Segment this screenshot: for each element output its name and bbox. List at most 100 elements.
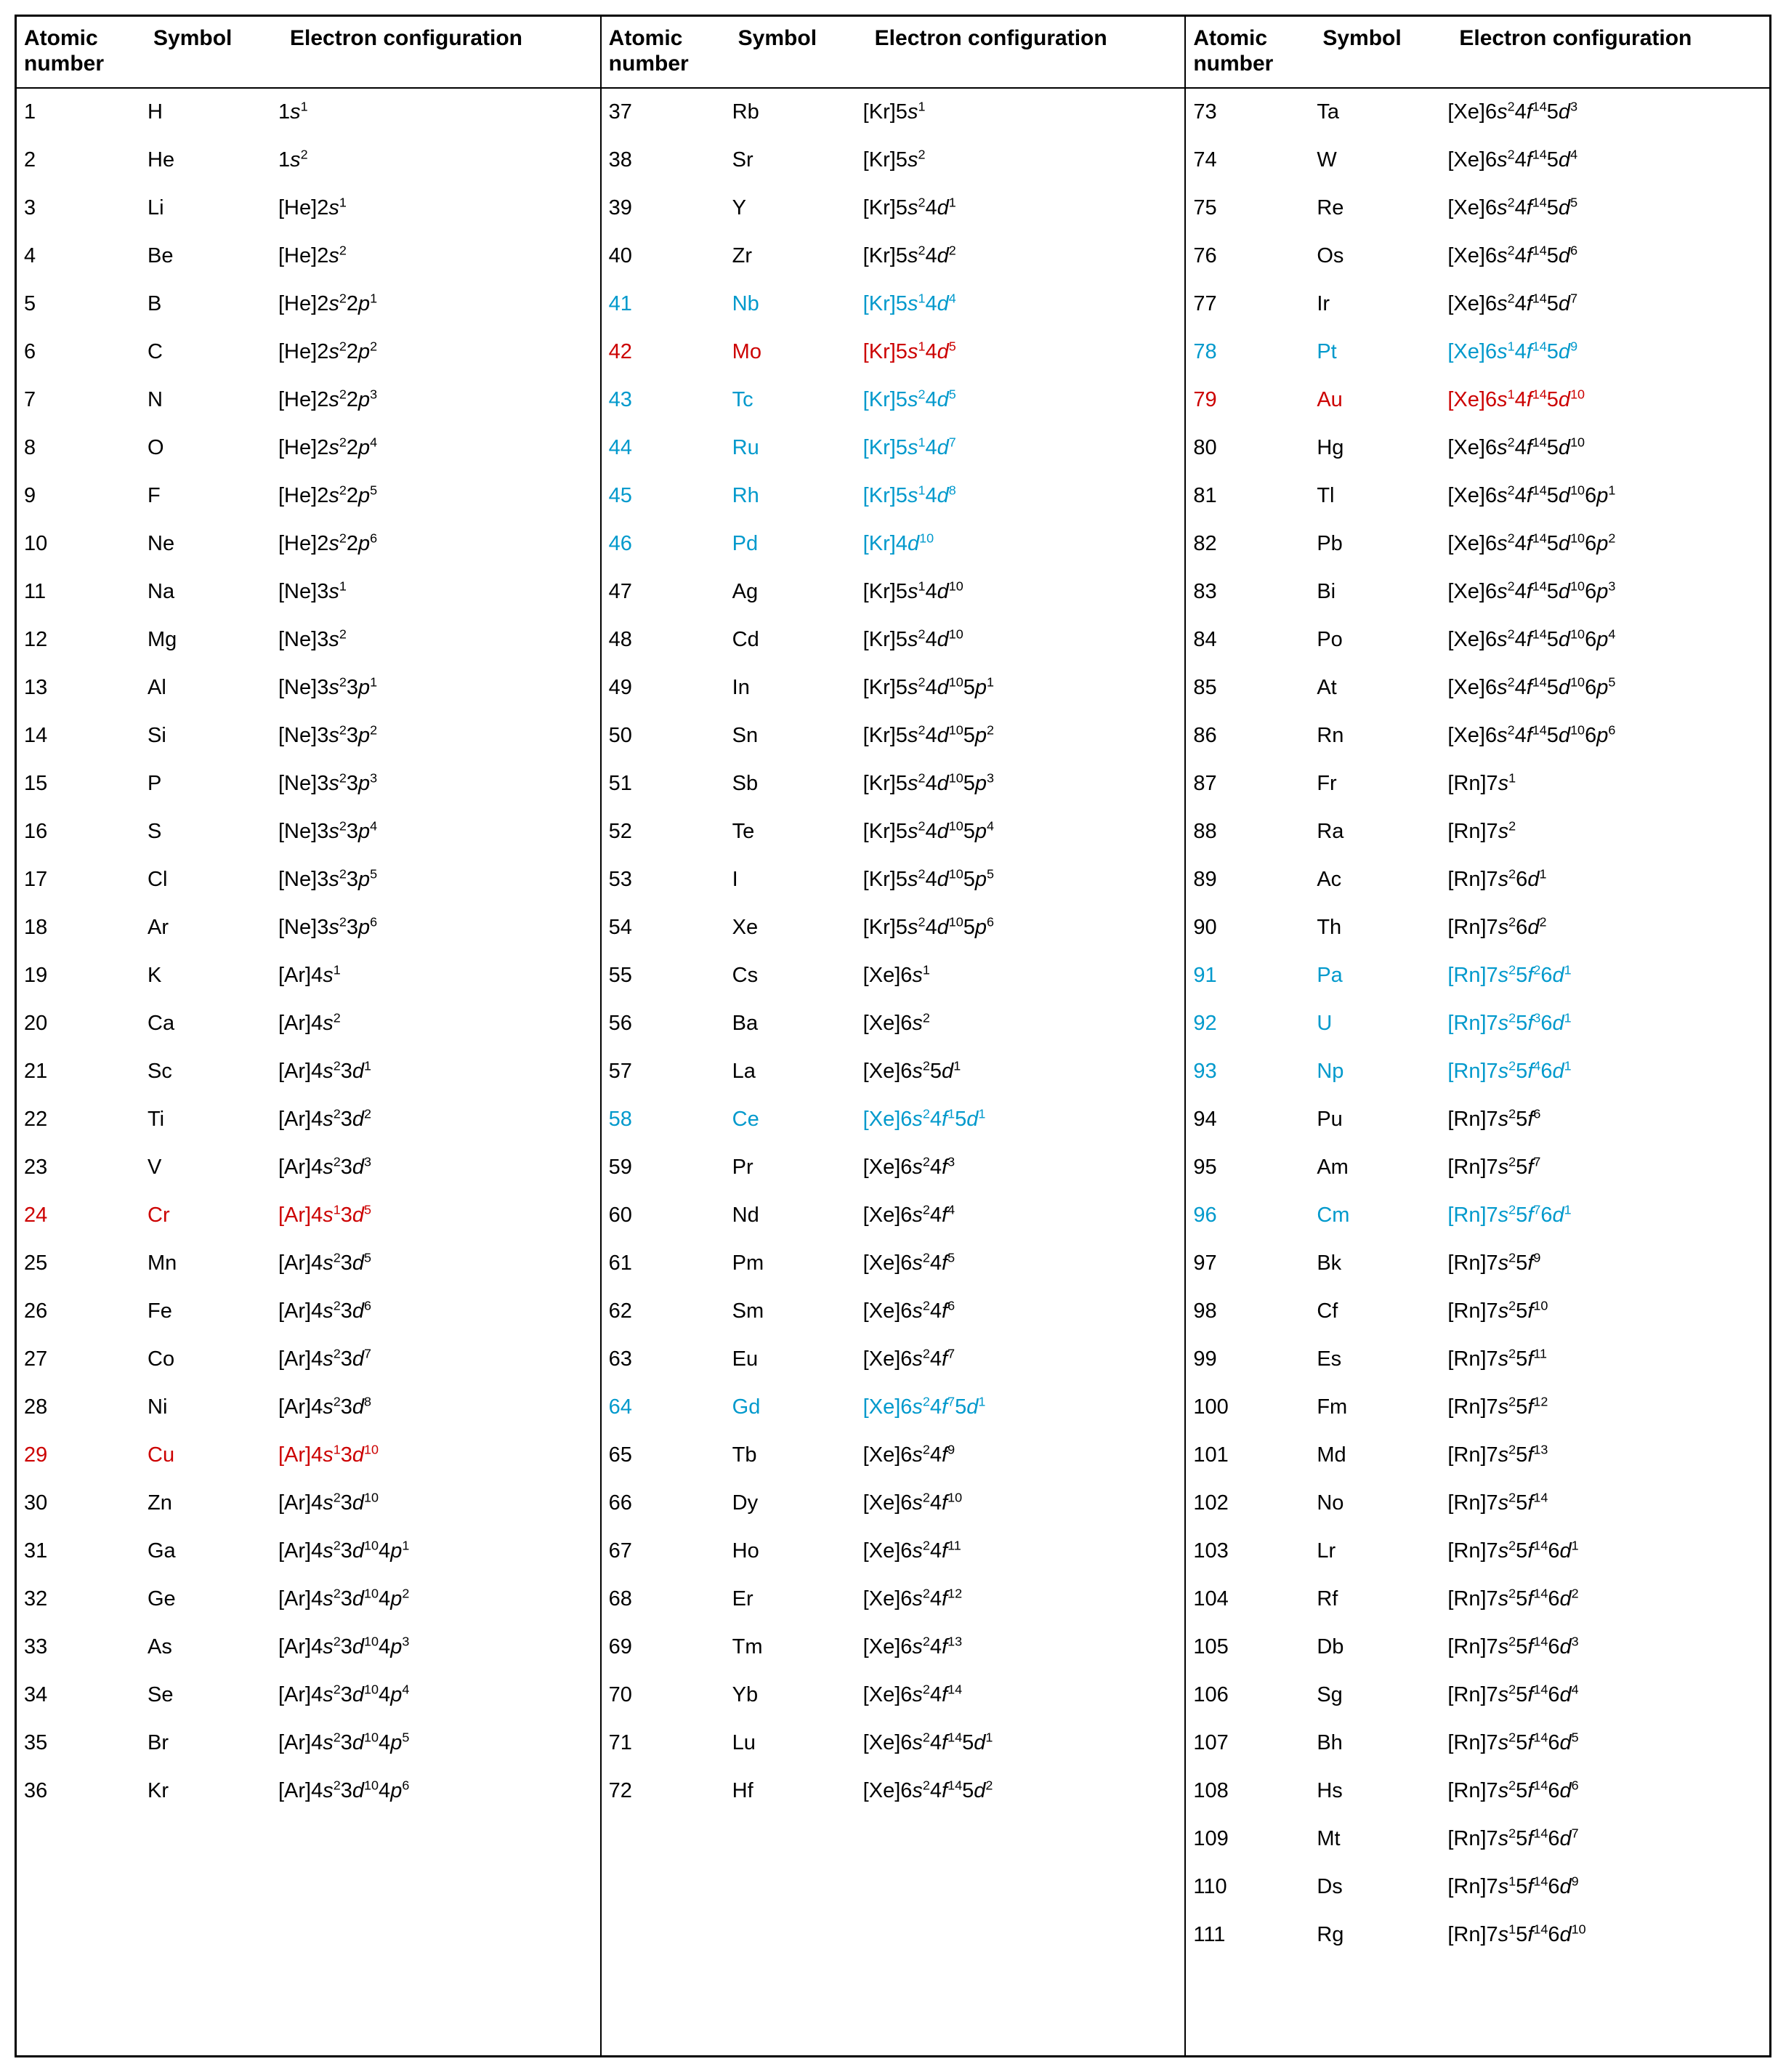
element-row: 103Lr[Rn]7s25f146d1 — [1186, 1528, 1769, 1576]
element-symbol: Ru — [732, 438, 863, 459]
electron-configuration: [Kr]5s24d105p2 — [863, 725, 1178, 746]
electron-configuration: [Xe]6s24f10 — [863, 1493, 1178, 1514]
element-symbol: Xe — [732, 917, 863, 938]
atomic-number: 98 — [1193, 1301, 1317, 1322]
element-row: 105Db[Rn]7s25f146d3 — [1186, 1624, 1769, 1672]
element-symbol: Na — [148, 581, 278, 602]
electron-configuration: [Ar]4s23d6 — [278, 1301, 593, 1322]
atomic-number: 3 — [24, 198, 148, 219]
electron-configuration: [Ar]4s23d104p1 — [278, 1541, 593, 1562]
element-row: 20Ca[Ar]4s2 — [17, 1000, 600, 1048]
element-symbol: La — [732, 1061, 863, 1082]
element-row: 22Ti[Ar]4s23d2 — [17, 1096, 600, 1144]
electron-configuration: [Ar]4s23d104p3 — [278, 1637, 593, 1658]
atomic-number: 100 — [1193, 1397, 1317, 1418]
atomic-number: 40 — [609, 246, 732, 267]
atomic-number: 48 — [609, 629, 732, 650]
atomic-number: 86 — [1193, 725, 1317, 746]
element-row: 2He1s2 — [17, 137, 600, 185]
header-electron-config: Electron configuration — [1459, 25, 1762, 77]
atomic-number: 36 — [24, 1781, 148, 1802]
electron-configuration: [Kr]5s24d10 — [863, 629, 1178, 650]
element-symbol: Hs — [1317, 1781, 1447, 1802]
electron-configuration: 1s1 — [278, 102, 593, 123]
atomic-number: 43 — [609, 390, 732, 411]
electron-configuration: [He]2s22p2 — [278, 342, 593, 363]
electron-configuration: [Kr]5s24d105p4 — [863, 821, 1178, 842]
element-row: 48Cd[Kr]5s24d10 — [602, 616, 1185, 664]
element-symbol: Pt — [1317, 342, 1447, 363]
element-symbol: U — [1317, 1013, 1447, 1034]
atomic-number: 44 — [609, 438, 732, 459]
atomic-number: 78 — [1193, 342, 1317, 363]
electron-configuration: [Ar]4s23d5 — [278, 1253, 593, 1274]
atomic-number: 39 — [609, 198, 732, 219]
element-row: 37Rb[Kr]5s1 — [602, 89, 1185, 137]
element-row: 23V[Ar]4s23d3 — [17, 1144, 600, 1192]
electron-configuration: [Xe]6s24f4 — [863, 1205, 1178, 1226]
electron-configuration: [Xe]6s24f6 — [863, 1301, 1178, 1322]
element-row: 80Hg[Xe]6s24f145d10 — [1186, 424, 1769, 472]
element-symbol: C — [148, 342, 278, 363]
electron-configuration: [Rn]7s1 — [1447, 773, 1762, 794]
header-symbol: Symbol — [1322, 25, 1459, 77]
electron-configuration: [Ar]4s23d3 — [278, 1157, 593, 1178]
atomic-number: 66 — [609, 1493, 732, 1514]
element-row: 34Se[Ar]4s23d104p4 — [17, 1672, 600, 1720]
electron-configuration: [Kr]5s14d7 — [863, 438, 1178, 459]
atomic-number: 69 — [609, 1637, 732, 1658]
atomic-number: 106 — [1193, 1685, 1317, 1706]
element-row: 88Ra[Rn]7s2 — [1186, 808, 1769, 856]
atomic-number: 31 — [24, 1541, 148, 1562]
element-symbol: Ca — [148, 1013, 278, 1034]
element-row: 16S[Ne]3s23p4 — [17, 808, 600, 856]
electron-configuration: [Kr]5s14d10 — [863, 581, 1178, 602]
element-row: 108Hs[Rn]7s25f146d6 — [1186, 1767, 1769, 1815]
electron-configuration: [Rn]7s25f13 — [1447, 1445, 1762, 1466]
element-row: 49In[Kr]5s24d105p1 — [602, 664, 1185, 712]
electron-configuration: [Rn]7s25f11 — [1447, 1349, 1762, 1370]
header-symbol: Symbol — [153, 25, 290, 77]
element-symbol: Pd — [732, 533, 863, 555]
element-row: 110Ds[Rn]7s15f146d9 — [1186, 1863, 1769, 1911]
element-symbol: Rb — [732, 102, 863, 123]
element-row: 6C[He]2s22p2 — [17, 328, 600, 376]
electron-configuration: [Kr]5s24d2 — [863, 246, 1178, 267]
element-row: 45Rh[Kr]5s14d8 — [602, 472, 1185, 520]
atomic-number: 24 — [24, 1205, 148, 1226]
electron-configuration: [Ne]3s23p1 — [278, 677, 593, 698]
electron-configuration: [Rn]7s2 — [1447, 821, 1762, 842]
element-symbol: Eu — [732, 1349, 863, 1370]
element-row: 19K[Ar]4s1 — [17, 952, 600, 1000]
element-row: 14Si[Ne]3s23p2 — [17, 712, 600, 760]
atomic-number: 73 — [1193, 102, 1317, 123]
electron-configuration: 1s2 — [278, 150, 593, 171]
element-row: 7N[He]2s22p3 — [17, 376, 600, 424]
element-row: 82Pb[Xe]6s24f145d106p2 — [1186, 520, 1769, 568]
empty-row — [17, 1911, 600, 1959]
element-symbol: Mt — [1317, 1829, 1447, 1850]
element-row: 74W[Xe]6s24f145d4 — [1186, 137, 1769, 185]
element-symbol: Co — [148, 1349, 278, 1370]
atomic-number: 15 — [24, 773, 148, 794]
atomic-number: 101 — [1193, 1445, 1317, 1466]
element-row: 10Ne[He]2s22p6 — [17, 520, 600, 568]
element-symbol: K — [148, 965, 278, 986]
atomic-number: 46 — [609, 533, 732, 555]
element-symbol: Cm — [1317, 1205, 1447, 1226]
electron-configuration: [Xe]6s24f12 — [863, 1589, 1178, 1610]
atomic-number: 11 — [24, 581, 148, 602]
element-row: 8O[He]2s22p4 — [17, 424, 600, 472]
electron-configuration: [Rn]7s25f46d1 — [1447, 1061, 1762, 1082]
atomic-number: 89 — [1193, 869, 1317, 890]
atomic-number: 62 — [609, 1301, 732, 1322]
electron-configuration: [He]2s22p6 — [278, 533, 593, 555]
atomic-number: 110 — [1193, 1877, 1317, 1898]
electron-configuration: [Kr]5s2 — [863, 150, 1178, 171]
element-symbol: Tb — [732, 1445, 863, 1466]
atomic-number: 77 — [1193, 294, 1317, 315]
empty-row — [602, 1863, 1185, 1911]
element-row: 75Re[Xe]6s24f145d5 — [1186, 185, 1769, 233]
element-symbol: Pr — [732, 1157, 863, 1178]
element-row: 3Li[He]2s1 — [17, 185, 600, 233]
